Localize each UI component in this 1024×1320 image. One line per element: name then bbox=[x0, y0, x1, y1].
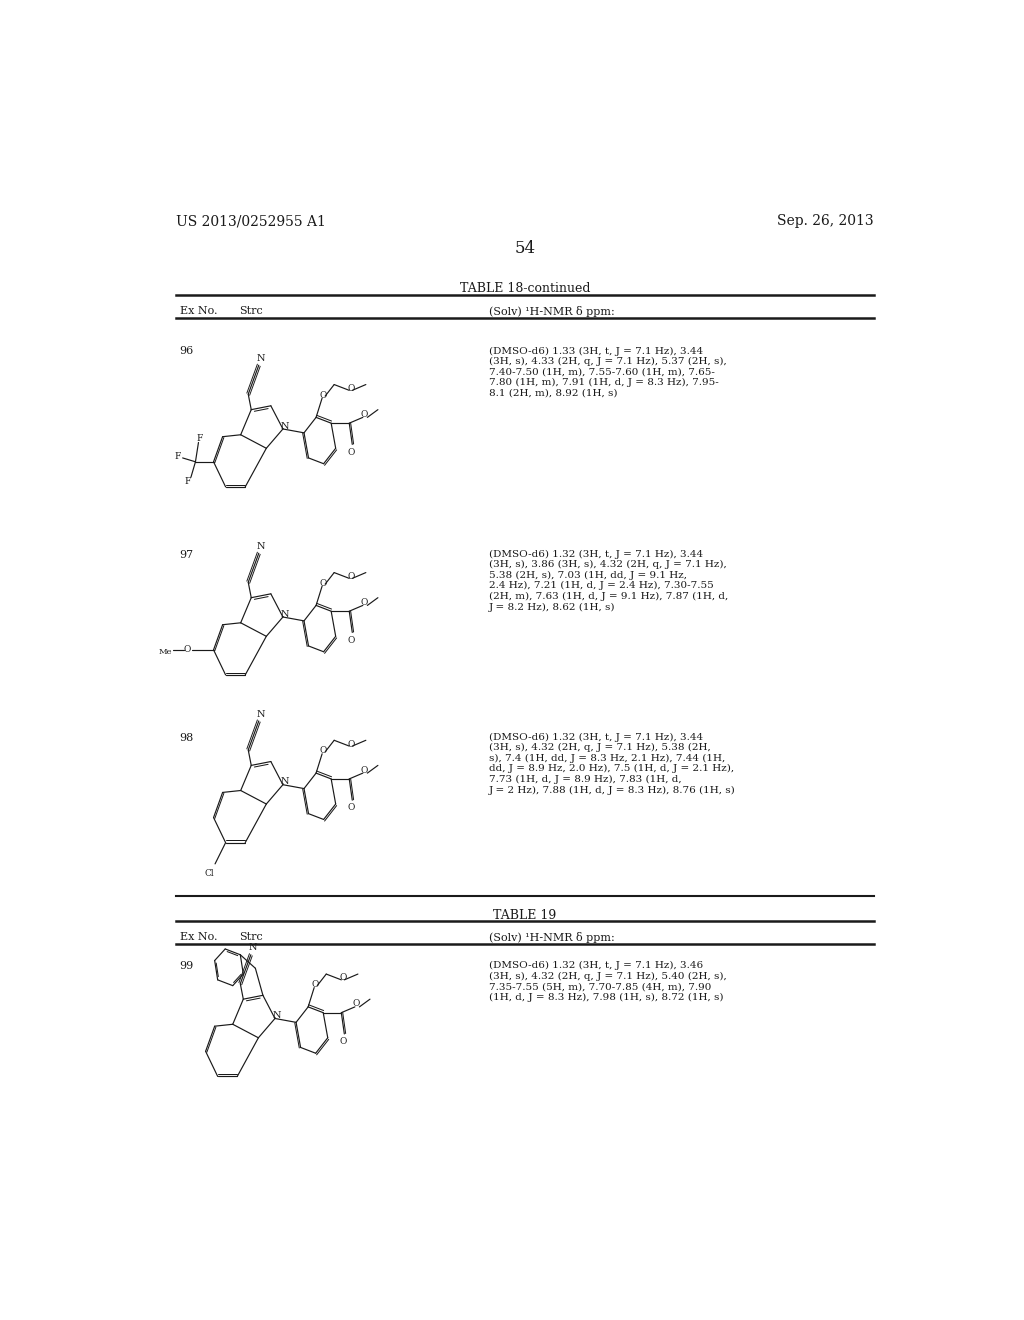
Text: N: N bbox=[281, 777, 290, 787]
Text: O: O bbox=[360, 598, 368, 607]
Text: (DMSO-d6) 1.33 (3H, t, J = 7.1 Hz), 3.44
(3H, s), 4.33 (2H, q, J = 7.1 Hz), 5.37: (DMSO-d6) 1.33 (3H, t, J = 7.1 Hz), 3.44… bbox=[489, 346, 727, 397]
Text: O: O bbox=[360, 411, 368, 418]
Text: Cl: Cl bbox=[204, 869, 214, 878]
Text: O: O bbox=[183, 645, 190, 655]
Text: O: O bbox=[312, 981, 319, 989]
Text: O: O bbox=[339, 973, 346, 982]
Text: O: O bbox=[319, 746, 328, 755]
Text: O: O bbox=[319, 578, 328, 587]
Text: O: O bbox=[347, 447, 354, 457]
Text: 54: 54 bbox=[514, 240, 536, 256]
Text: 98: 98 bbox=[179, 733, 194, 743]
Text: Strc: Strc bbox=[240, 306, 263, 315]
Text: Strc: Strc bbox=[240, 932, 263, 942]
Text: Sep. 26, 2013: Sep. 26, 2013 bbox=[777, 214, 873, 228]
Text: (DMSO-d6) 1.32 (3H, t, J = 7.1 Hz), 3.44
(3H, s), 4.32 (2H, q, J = 7.1 Hz), 5.38: (DMSO-d6) 1.32 (3H, t, J = 7.1 Hz), 3.44… bbox=[489, 733, 736, 795]
Text: O: O bbox=[352, 999, 360, 1008]
Text: (Solv) ¹H-NMR δ ppm:: (Solv) ¹H-NMR δ ppm: bbox=[489, 932, 614, 942]
Text: O: O bbox=[347, 384, 354, 393]
Text: O: O bbox=[339, 1038, 346, 1047]
Text: Me: Me bbox=[159, 648, 172, 656]
Text: 97: 97 bbox=[179, 549, 194, 560]
Text: O: O bbox=[347, 572, 354, 581]
Text: Ex No.: Ex No. bbox=[179, 932, 217, 942]
Text: 99: 99 bbox=[179, 961, 194, 972]
Text: F: F bbox=[184, 477, 191, 486]
Text: N: N bbox=[257, 543, 265, 550]
Text: O: O bbox=[347, 804, 354, 812]
Text: Ex No.: Ex No. bbox=[179, 306, 217, 315]
Text: 96: 96 bbox=[179, 346, 194, 356]
Text: TABLE 18-continued: TABLE 18-continued bbox=[460, 282, 590, 296]
Text: N: N bbox=[281, 610, 290, 619]
Text: (DMSO-d6) 1.32 (3H, t, J = 7.1 Hz), 3.46
(3H, s), 4.32 (2H, q, J = 7.1 Hz), 5.40: (DMSO-d6) 1.32 (3H, t, J = 7.1 Hz), 3.46… bbox=[489, 961, 727, 1002]
Text: TABLE 19: TABLE 19 bbox=[494, 908, 556, 921]
Text: (Solv) ¹H-NMR δ ppm:: (Solv) ¹H-NMR δ ppm: bbox=[489, 306, 614, 317]
Text: O: O bbox=[347, 636, 354, 644]
Text: N: N bbox=[273, 1011, 282, 1020]
Text: N: N bbox=[257, 710, 265, 718]
Text: (DMSO-d6) 1.32 (3H, t, J = 7.1 Hz), 3.44
(3H, s), 3.86 (3H, s), 4.32 (2H, q, J =: (DMSO-d6) 1.32 (3H, t, J = 7.1 Hz), 3.44… bbox=[489, 549, 728, 611]
Text: N: N bbox=[257, 354, 265, 363]
Text: O: O bbox=[347, 739, 354, 748]
Text: F: F bbox=[174, 451, 180, 461]
Text: N: N bbox=[249, 944, 257, 953]
Text: F: F bbox=[197, 434, 203, 444]
Text: O: O bbox=[319, 391, 328, 400]
Text: O: O bbox=[360, 766, 368, 775]
Text: US 2013/0252955 A1: US 2013/0252955 A1 bbox=[176, 214, 326, 228]
Text: N: N bbox=[281, 421, 290, 430]
